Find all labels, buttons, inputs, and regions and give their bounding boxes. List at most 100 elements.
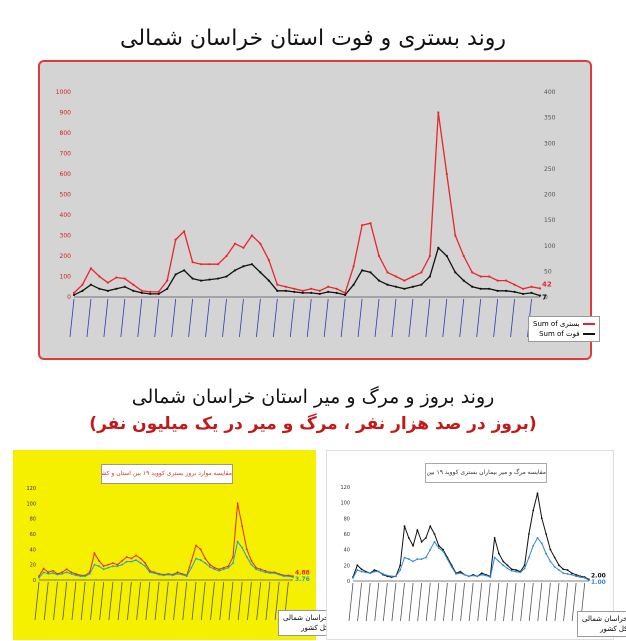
end-value-label: 1.00: [591, 579, 606, 586]
data-point: [190, 566, 193, 569]
data-point: [216, 277, 220, 280]
data-point: [356, 564, 359, 567]
data-point: [153, 572, 156, 574]
data-point: [450, 566, 453, 568]
data-point: [195, 544, 197, 547]
series-line-0: [73, 112, 541, 294]
data-point: [56, 573, 59, 576]
data-point: [241, 525, 244, 528]
x-tick-mark: [200, 581, 206, 621]
data-point: [425, 556, 427, 559]
data-point: [259, 569, 262, 572]
data-point: [75, 572, 77, 575]
data-point: [562, 572, 565, 575]
data-point: [213, 568, 216, 571]
data-point: [70, 571, 73, 574]
data-point: [445, 172, 448, 176]
data-point: [445, 254, 448, 258]
x-tick-mark: [459, 298, 465, 338]
x-tick-mark: [340, 298, 346, 338]
data-point: [93, 563, 96, 566]
data-point: [292, 576, 294, 579]
data-point: [386, 271, 389, 274]
data-point: [386, 283, 389, 286]
data-point: [111, 562, 114, 565]
x-tick-mark: [520, 582, 526, 622]
x-tick-mark: [571, 582, 577, 622]
data-point: [70, 572, 73, 575]
data-point: [377, 570, 380, 573]
x-tick-mark: [69, 298, 75, 338]
data-point: [476, 575, 479, 578]
y-tick-label: 400: [60, 212, 72, 219]
data-point: [553, 566, 556, 568]
data-point: [545, 533, 547, 535]
data-point: [132, 289, 135, 292]
data-point: [232, 562, 234, 565]
data-point: [437, 111, 440, 114]
data-point: [81, 289, 84, 292]
data-point: [399, 569, 402, 571]
data-point: [420, 540, 423, 543]
data-point: [502, 564, 505, 567]
legend-province-mortality: خراسان شمالی: [582, 615, 626, 623]
data-point: [75, 574, 77, 577]
data-point: [123, 285, 126, 288]
data-point: [255, 568, 257, 571]
data-point: [89, 267, 93, 270]
data-point: [570, 573, 573, 576]
data-point: [250, 559, 253, 562]
data-point: [132, 283, 135, 286]
data-point: [506, 564, 509, 567]
data-point: [264, 571, 267, 574]
y2-tick-label: 300: [544, 140, 556, 147]
y-tick-label: 900: [60, 110, 72, 117]
data-point: [377, 254, 381, 258]
data-point: [282, 575, 285, 578]
y-tick-label: 600: [60, 171, 72, 178]
data-point: [195, 557, 197, 560]
x-tick-mark: [86, 298, 92, 338]
y-tick-label: 500: [60, 192, 72, 199]
data-point: [394, 275, 398, 278]
data-point: [276, 289, 279, 292]
data-point: [176, 572, 179, 575]
end-value-label: 3.76: [295, 576, 310, 583]
data-point: [98, 287, 101, 290]
data-point: [479, 275, 482, 278]
data-point: [558, 564, 560, 567]
x-tick-mark: [145, 581, 151, 621]
chart1-legend: بستری Sum of فوت Sum of: [528, 316, 600, 342]
x-tick-mark: [348, 582, 354, 622]
data-point: [65, 568, 68, 571]
x-tick-mark: [425, 298, 431, 338]
x-tick-mark: [485, 582, 491, 622]
data-point: [515, 569, 517, 571]
data-point: [107, 566, 110, 569]
y-tick-label: 100: [26, 501, 36, 507]
data-point: [575, 573, 578, 576]
data-point: [293, 287, 296, 290]
data-point: [38, 576, 40, 579]
data-point: [462, 279, 465, 282]
data-point: [488, 275, 491, 278]
data-point: [549, 560, 552, 563]
data-point: [360, 568, 363, 571]
data-point: [530, 285, 533, 288]
data-point: [471, 271, 474, 274]
data-point: [89, 283, 93, 286]
data-point: [493, 556, 496, 559]
data-point: [442, 548, 445, 551]
x-tick-mark: [425, 582, 431, 622]
x-tick-mark: [265, 581, 271, 621]
y-tick-label: 60: [30, 532, 36, 538]
data-point: [162, 574, 165, 577]
data-point: [115, 276, 118, 279]
data-point: [505, 289, 508, 292]
data-point: [454, 271, 457, 274]
x-tick-mark: [53, 581, 58, 621]
data-point: [471, 285, 474, 288]
mortality-chart: 0 20 40 60 80 100 120 2.001.00: [340, 485, 606, 622]
data-point: [116, 565, 119, 568]
data-point: [222, 566, 225, 569]
